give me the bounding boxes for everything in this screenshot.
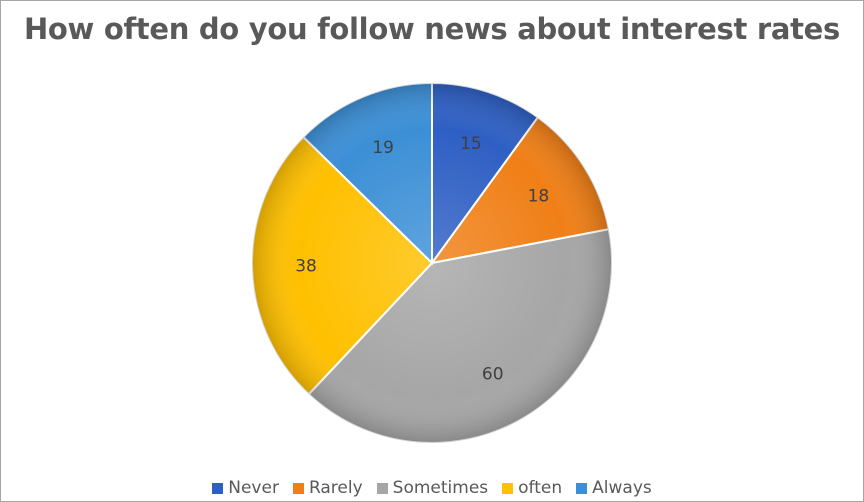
legend: Never Rarely Sometimes often Always: [0, 478, 864, 498]
legend-label: Sometimes: [392, 478, 489, 498]
legend-swatch: [376, 482, 388, 494]
legend-item-always: Always: [576, 478, 652, 498]
legend-label: often: [518, 478, 563, 498]
legend-item-rarely: Rarely: [292, 478, 363, 498]
legend-item-sometimes: Sometimes: [376, 478, 489, 498]
legend-item-never: Never: [212, 478, 279, 498]
chart-title: How often do you follow news about inter…: [23, 12, 841, 46]
data-label-sometimes: 60: [482, 364, 504, 384]
legend-swatch: [292, 482, 304, 494]
legend-item-often: often: [502, 478, 562, 498]
legend-label: Rarely: [308, 478, 363, 498]
legend-label: Never: [228, 478, 279, 498]
data-label-often: 38: [295, 257, 317, 277]
data-label-rarely: 18: [528, 186, 550, 206]
data-label-never: 15: [460, 134, 482, 154]
legend-swatch: [576, 482, 588, 494]
data-label-always: 19: [372, 138, 394, 158]
legend-swatch: [502, 482, 514, 494]
legend-swatch: [212, 482, 224, 494]
legend-label: Always: [592, 478, 652, 498]
